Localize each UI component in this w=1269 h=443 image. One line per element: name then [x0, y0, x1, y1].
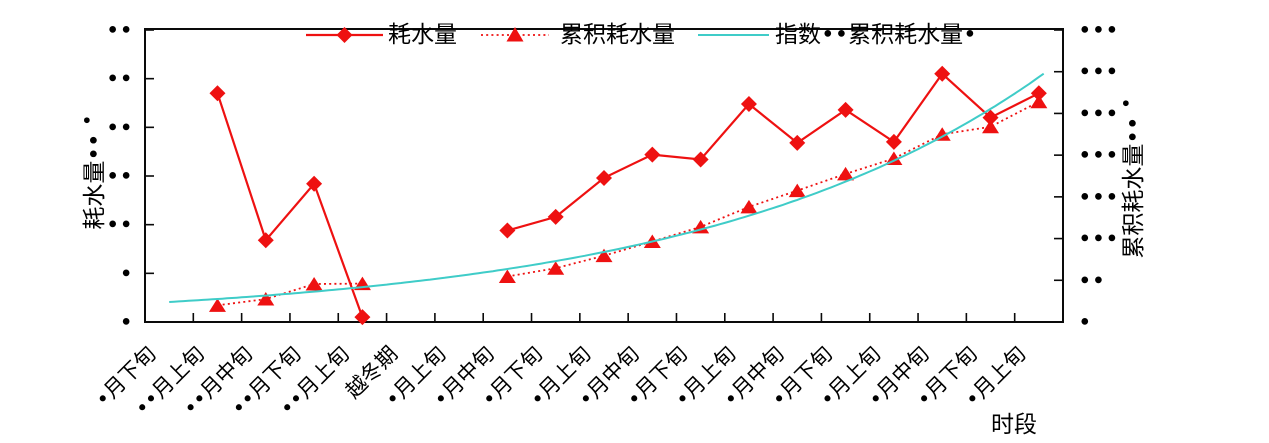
- data-point-diamond: [596, 169, 612, 186]
- y-left-tick-label: ••: [106, 115, 133, 141]
- data-point-diamond: [257, 232, 274, 249]
- data-point-diamond: [934, 65, 951, 82]
- data-point-diamond: [885, 133, 902, 150]
- legend-triangle-marker: [506, 27, 524, 42]
- diamond-line-icon: [306, 27, 383, 43]
- data-point-diamond: [306, 175, 323, 192]
- triangle-dotted-line-icon: [481, 27, 549, 42]
- data-point-diamond: [209, 85, 226, 102]
- legend-diamond-marker: [336, 27, 353, 43]
- y-right-tick-label: •••: [1078, 101, 1119, 127]
- y-left-tick-label: •: [119, 310, 133, 336]
- data-point-diamond: [982, 109, 999, 126]
- y-left-axis-title-sup: •: [75, 114, 99, 127]
- legend-item-consumption: 耗水量: [305, 21, 457, 49]
- y-right-tick-label: ••: [1078, 268, 1105, 294]
- y-right-tick-label: •••: [1078, 143, 1119, 169]
- y-left-tick-label: ••: [106, 67, 133, 93]
- y-right-tick-label: •: [1078, 310, 1092, 336]
- data-point-triangle: [837, 166, 855, 181]
- y-left-tick-label: •: [119, 261, 133, 287]
- y-left-axis-title: 耗水量•• •: [75, 114, 109, 229]
- data-point-diamond: [499, 222, 516, 239]
- data-point-triangle: [547, 261, 565, 275]
- y-left-tick-label: ••: [106, 164, 133, 190]
- data-point-triangle: [257, 292, 275, 306]
- data-point-triangle: [1030, 94, 1048, 109]
- data-point-diamond: [692, 151, 709, 168]
- data-point-diamond: [740, 95, 757, 112]
- x-axis-title: 时段: [991, 412, 1037, 438]
- data-point-triangle: [498, 269, 516, 284]
- y-left-tick-label: ••: [106, 18, 133, 44]
- legend-item-cumulative: 累积耗水量: [480, 21, 675, 49]
- data-point-diamond: [837, 101, 854, 118]
- series-line-diamond: [216, 92, 364, 318]
- y-right-tick-label: •••: [1078, 60, 1119, 86]
- y-right-axis-title-sup: •: [1114, 97, 1138, 110]
- y-left-axis-title-text: 耗水量••: [82, 133, 108, 230]
- y-right-tick-label: •••: [1078, 227, 1119, 253]
- series-line-triangle: [217, 282, 363, 307]
- data-point-diamond: [547, 208, 564, 225]
- legend-label-exponential-fit: 指数••累积耗水量•: [775, 22, 977, 48]
- cyan-line-icon: [698, 34, 769, 36]
- y-right-axis-title-text: 累积耗水量••: [1121, 116, 1147, 259]
- data-point-triangle: [305, 277, 323, 291]
- legend-item-exponential-fit: 指数••累积耗水量•: [697, 21, 977, 49]
- series-line-triangle: [507, 100, 1040, 278]
- data-point-diamond: [1030, 85, 1047, 102]
- legend-label-consumption: 耗水量: [388, 22, 457, 48]
- y-right-axis-title: 累积耗水量•• •: [1114, 97, 1148, 258]
- data-point-triangle: [982, 119, 1000, 134]
- data-point-triangle: [740, 199, 758, 214]
- y-right-tick-label: •••: [1078, 18, 1119, 44]
- data-point-diamond: [789, 134, 806, 151]
- y-right-tick-label: •••: [1078, 185, 1119, 211]
- data-point-diamond: [644, 146, 661, 163]
- data-point-diamond: [354, 309, 371, 326]
- series-line-diamond: [507, 72, 1040, 232]
- data-point-triangle: [595, 248, 613, 263]
- data-point-triangle: [788, 183, 806, 198]
- data-point-triangle: [933, 127, 951, 141]
- data-point-triangle: [208, 298, 226, 312]
- legend-label-cumulative: 累积耗水量: [560, 22, 675, 48]
- series-exponential-fit-line: [169, 72, 1045, 303]
- y-left-tick-label: ••: [106, 213, 133, 239]
